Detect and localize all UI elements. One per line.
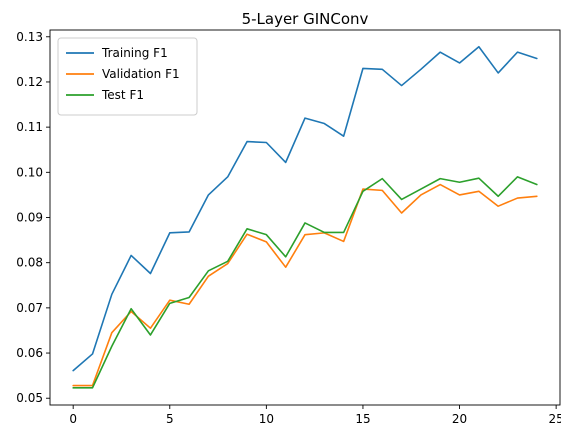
y-tick-label: 0.06 (16, 346, 43, 360)
y-tick-label: 0.08 (16, 256, 43, 270)
chart-title: 5-Layer GINConv (242, 10, 369, 28)
legend-label-3: Test F1 (101, 88, 144, 102)
x-tick-label: 20 (452, 412, 467, 426)
x-tick-label: 10 (259, 412, 274, 426)
x-tick-label: 15 (355, 412, 370, 426)
x-tick-label: 5 (166, 412, 174, 426)
x-tick-label: 25 (548, 412, 561, 426)
series-line-1 (72, 45, 538, 372)
x-axis: 0 5 10 15 20 25 (69, 405, 561, 426)
y-axis: 0.05 0.06 0.07 0.08 0.09 0.10 0.11 0.12 0.13 (16, 30, 50, 405)
x-tick-label: 0 (69, 412, 77, 426)
series-line-3 (72, 176, 538, 389)
legend-label-2: Validation F1 (102, 67, 180, 81)
y-tick-label: 0.12 (16, 75, 43, 89)
y-tick-label: 0.10 (16, 165, 43, 179)
legend: Training F1 Validation F1 Test F1 (57, 37, 198, 116)
legend-label-1: Training F1 (101, 46, 168, 60)
series-layer (72, 45, 538, 389)
y-tick-label: 0.13 (16, 30, 43, 44)
y-tick-label: 0.09 (16, 211, 43, 225)
y-tick-label: 0.11 (16, 120, 43, 134)
y-tick-label: 0.07 (16, 301, 43, 315)
series-line-2 (72, 183, 538, 387)
y-tick-label: 0.05 (16, 391, 43, 405)
